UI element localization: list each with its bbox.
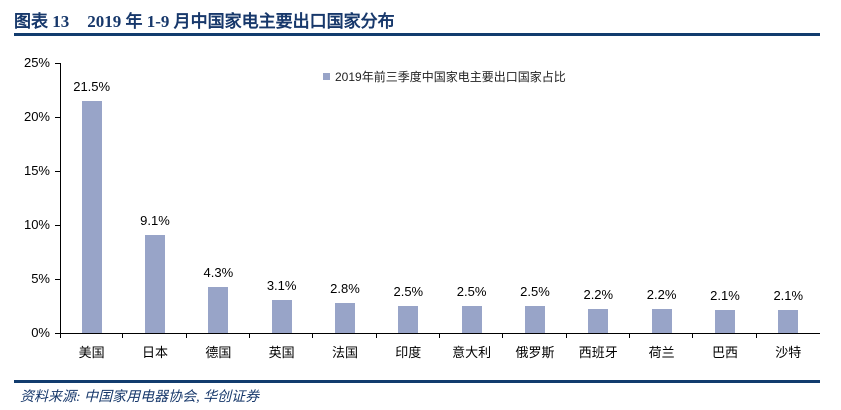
x-axis-category-label: 荷兰 bbox=[648, 345, 675, 360]
x-axis-category-label: 巴西 bbox=[711, 345, 738, 360]
y-axis-tick-label: 5% bbox=[31, 271, 50, 286]
x-axis-category-label: 意大利 bbox=[452, 345, 492, 360]
x-axis-tick bbox=[122, 333, 124, 338]
bar-value-label: 2.5% bbox=[520, 284, 550, 299]
bar-value-label: 2.2% bbox=[646, 287, 677, 303]
bar-value-label: 2.8% bbox=[330, 280, 360, 296]
bar-slot: 2.5% 印度 bbox=[377, 63, 440, 360]
bar-chart: 2019年前三季度中国家电主要出口国家占比 0% 5% 10% 15% 20% 25% 2… bbox=[0, 40, 841, 380]
bar-value-label: 2.1% bbox=[710, 288, 740, 304]
bar-slot: 3.1% 英国 bbox=[250, 63, 314, 360]
bar-value-label: 2.5% bbox=[456, 284, 487, 299]
y-axis-line bbox=[60, 63, 61, 338]
bar-value-label: 2.2% bbox=[583, 287, 614, 303]
bar bbox=[588, 309, 609, 333]
bar-slot: 2.1% 巴西 bbox=[693, 63, 757, 360]
bar-slot: 2.2% 荷兰 bbox=[630, 63, 694, 360]
bar-slot: 2.1% 沙特 bbox=[757, 63, 820, 360]
y-axis-tick-label: 20% bbox=[23, 109, 50, 124]
bar-slot: 4.3% 德国 bbox=[187, 63, 250, 360]
x-axis-tick bbox=[628, 333, 630, 338]
x-axis-category-label: 英国 bbox=[268, 345, 295, 360]
plot-area: 21.5% 美国 9.1% 日本 4.3% 德国 3.1% 英国 2.8% 法国 2.5% 印度 2.5… bbox=[60, 63, 820, 360]
y-axis-tick bbox=[55, 117, 60, 118]
bar-slot: 9.1% 日本 bbox=[123, 63, 187, 360]
y-axis-tick-label: 15% bbox=[23, 163, 50, 178]
footer-divider bbox=[14, 380, 820, 383]
legend-marker-icon bbox=[323, 73, 330, 80]
y-axis-tick bbox=[55, 171, 60, 172]
y-axis-tick-label: 25% bbox=[23, 55, 50, 70]
figure-title-row: 图表 13 2019 年 1-9 月中国家电主要出口国家分布 bbox=[14, 7, 395, 32]
bar-slot: 2.5% 俄罗斯 bbox=[503, 63, 567, 360]
bar-value-label: 2.1% bbox=[773, 288, 804, 304]
bar-value-label: 2.5% bbox=[393, 284, 424, 299]
title-divider bbox=[14, 33, 820, 36]
x-axis-tick bbox=[375, 333, 377, 338]
y-axis-tick-label: 0% bbox=[31, 325, 50, 340]
bar bbox=[271, 299, 292, 333]
y-axis-tick bbox=[55, 225, 60, 226]
bar-slot: 2.5% 意大利 bbox=[440, 63, 504, 360]
x-axis-tick bbox=[185, 333, 187, 338]
x-axis-category-label: 西班牙 bbox=[578, 345, 618, 360]
y-axis-tick bbox=[55, 63, 60, 64]
bar-value-label: 21.5% bbox=[73, 78, 111, 94]
x-axis-category-label: 印度 bbox=[395, 345, 422, 360]
bar bbox=[524, 306, 545, 333]
x-axis-tick bbox=[755, 333, 757, 338]
y-axis-tick bbox=[55, 279, 60, 280]
x-axis-tick bbox=[312, 333, 314, 338]
x-axis-tick bbox=[692, 333, 694, 338]
x-axis-tick bbox=[502, 333, 504, 338]
figure-title: 2019 年 1-9 月中国家电主要出口国家分布 bbox=[87, 12, 395, 31]
bar-value-label: 9.1% bbox=[140, 212, 170, 228]
bar bbox=[208, 286, 229, 333]
bar bbox=[778, 310, 799, 333]
x-axis-category-label: 法国 bbox=[331, 345, 358, 360]
x-axis-tick bbox=[438, 333, 440, 338]
bar bbox=[81, 100, 102, 333]
bar-slot: 21.5% 美国 bbox=[60, 63, 124, 360]
x-axis-tick bbox=[565, 333, 567, 338]
legend-label: 2019年前三季度中国家电主要出口国家占比 bbox=[335, 70, 566, 84]
chart-legend: 2019年前三季度中国家电主要出口国家占比 bbox=[323, 68, 566, 85]
x-axis-line bbox=[60, 333, 820, 334]
x-axis-category-label: 美国 bbox=[78, 345, 105, 360]
bar bbox=[651, 309, 672, 333]
bar-slot: 2.2% 西班牙 bbox=[567, 63, 630, 360]
bar bbox=[461, 306, 482, 333]
bar bbox=[398, 306, 419, 333]
y-axis-tick bbox=[55, 333, 60, 334]
x-axis-category-label: 俄罗斯 bbox=[515, 345, 555, 360]
x-axis-category-label: 沙特 bbox=[775, 345, 802, 360]
bar bbox=[334, 302, 355, 333]
bar bbox=[144, 234, 165, 333]
bar-value-label: 4.3% bbox=[203, 264, 234, 280]
bar-slot: 2.8% 法国 bbox=[313, 63, 377, 360]
x-axis-category-label: 德国 bbox=[205, 345, 232, 360]
x-axis-category-label: 日本 bbox=[141, 345, 168, 360]
bar-value-label: 3.1% bbox=[266, 277, 297, 293]
source-note: 资料来源: 中国家用电器协会, 华创证券 bbox=[20, 390, 260, 405]
figure-number-label: 图表 13 bbox=[14, 12, 70, 31]
bar bbox=[714, 310, 735, 333]
y-axis-tick-label: 10% bbox=[23, 217, 50, 232]
x-axis-tick bbox=[248, 333, 250, 338]
